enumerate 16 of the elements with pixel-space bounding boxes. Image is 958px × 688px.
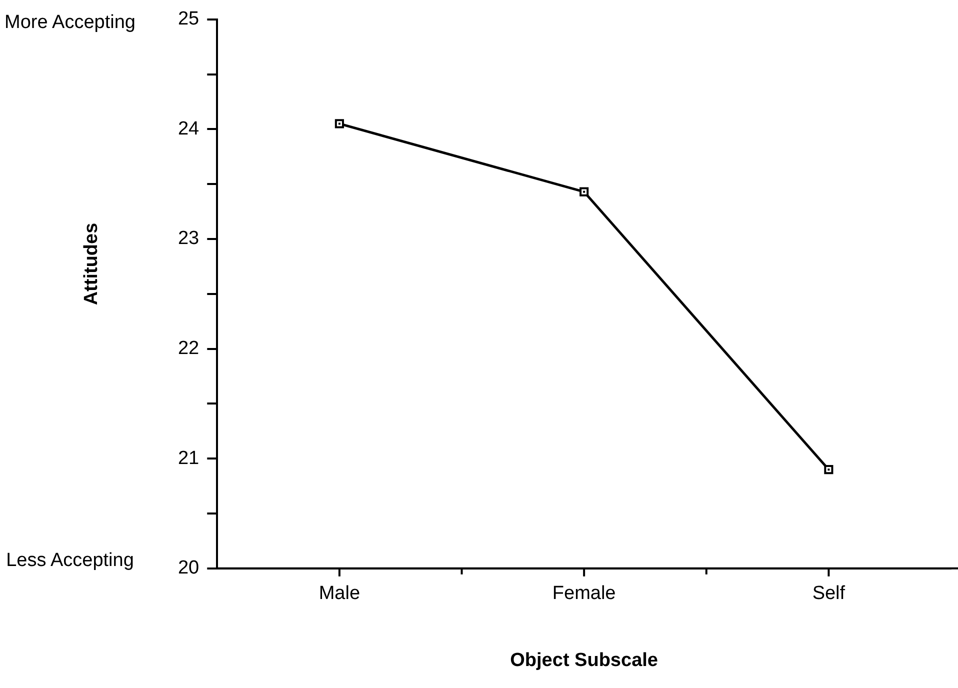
text: Less Accepting: [5, 549, 135, 574]
y-tick-label: 24: [178, 118, 200, 140]
x-tick-label: Male: [318, 583, 360, 604]
y-tick-label: 20: [178, 558, 200, 579]
point: [580, 187, 589, 196]
y-tick-label: 21: [178, 448, 200, 469]
y-axis-title: Attitudes: [81, 222, 104, 305]
text: More Accepting: [4, 11, 136, 35]
y-tick-label: 23: [178, 228, 200, 250]
point: [824, 465, 834, 474]
y-tick-label: 25: [178, 8, 200, 30]
x-tick-label: Female: [552, 583, 616, 604]
y-tick-label: 22: [178, 338, 200, 360]
x-axis-title: Object Subscale: [510, 650, 658, 671]
x-tick-label: Self: [812, 583, 846, 604]
point: [334, 119, 344, 128]
